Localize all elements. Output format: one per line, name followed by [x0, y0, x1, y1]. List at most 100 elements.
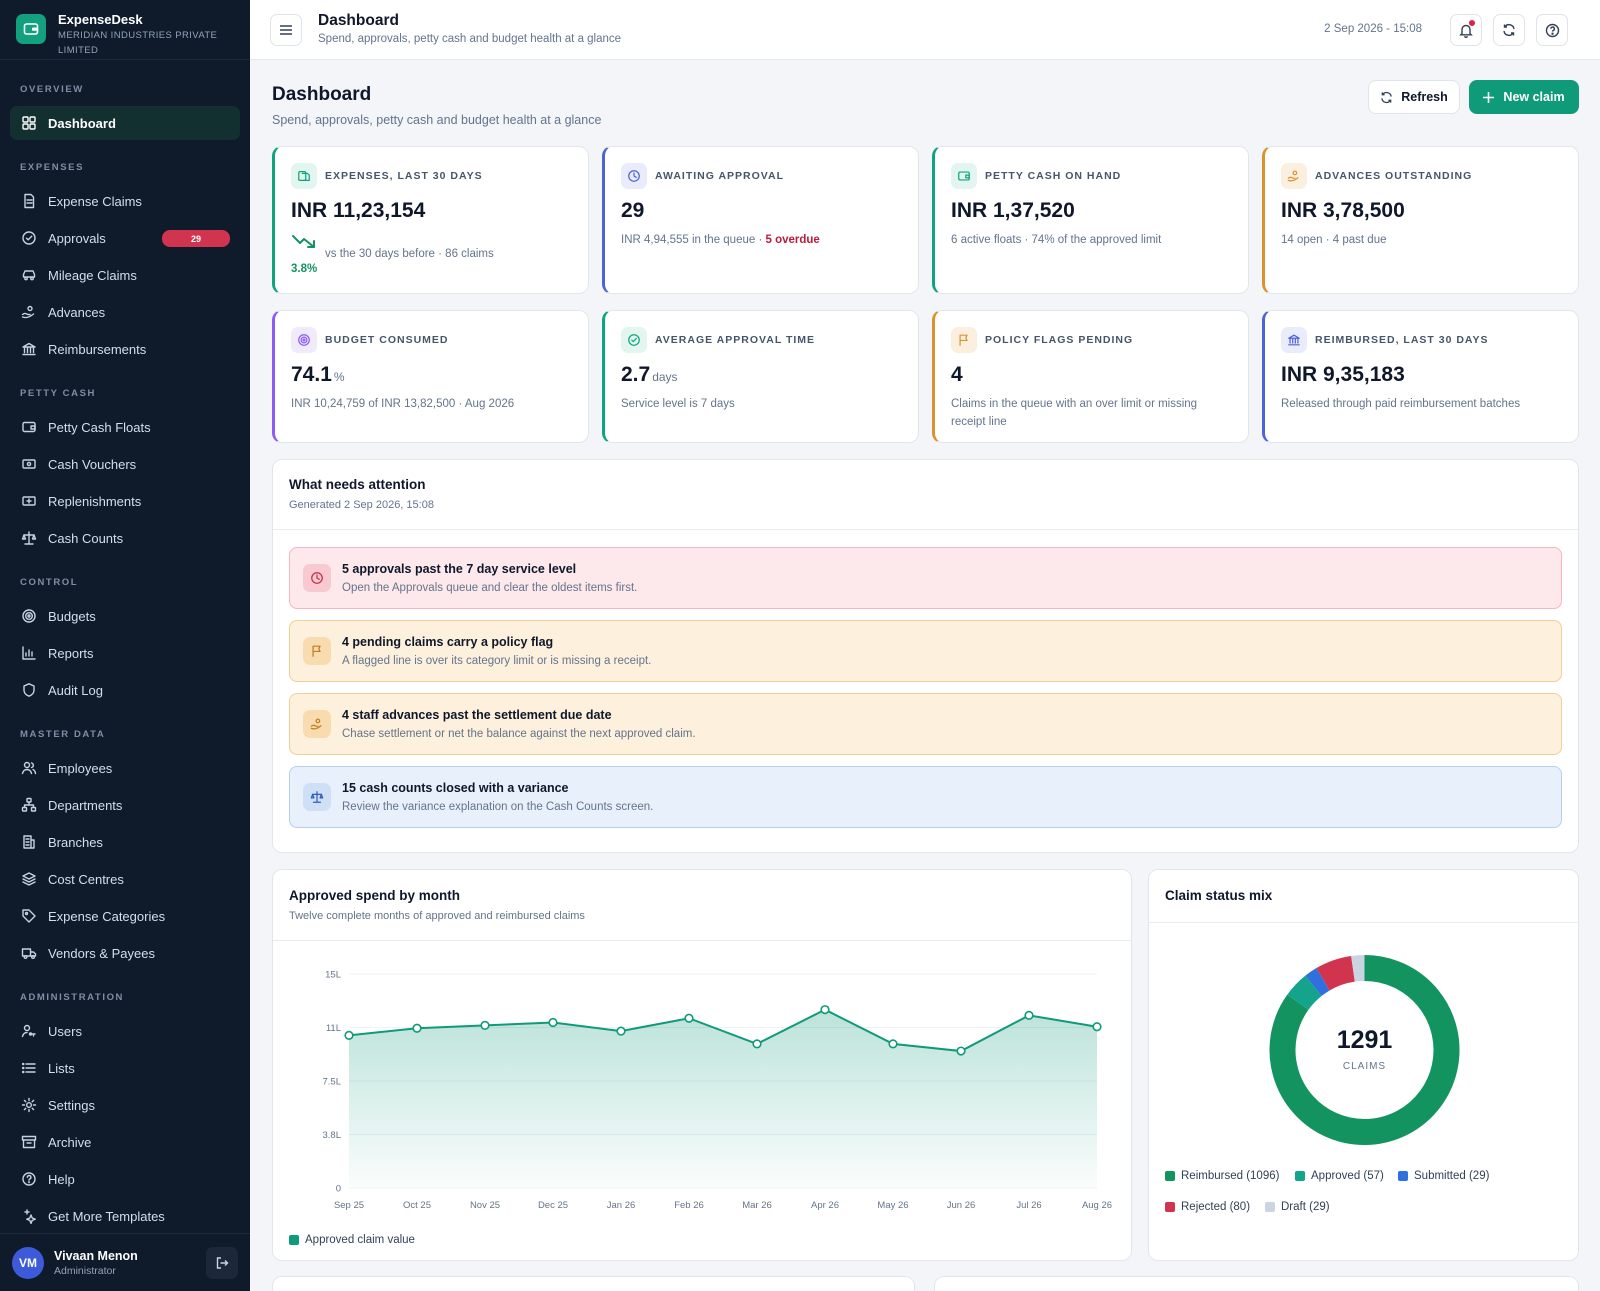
donut-slice	[1287, 975, 1322, 1011]
status-legend-item: Rejected (80)	[1165, 1201, 1250, 1213]
nav-section-label: CONTROL	[20, 577, 79, 588]
x-tick-label: Apr 26	[811, 1200, 839, 1211]
kpi-label: AWAITING APPROVAL	[655, 170, 785, 182]
sidebar-item-label: Replenishments	[48, 493, 142, 509]
y-tick-label: 3.8L	[323, 1130, 342, 1141]
sidebar-item-help[interactable]: Help	[10, 1162, 240, 1196]
sidebar-item-label: Audit Log	[48, 682, 103, 698]
kpi-sub-text: 14 open · 4 past due	[1281, 234, 1387, 246]
sidebar-item-mileage-claims[interactable]: Mileage Claims	[10, 258, 240, 292]
sidebar-item-users[interactable]: Users	[10, 1014, 240, 1048]
sidebar-item-employees[interactable]: Employees	[10, 751, 240, 785]
menu-icon[interactable]	[270, 14, 302, 46]
bell-icon[interactable]	[1450, 14, 1482, 46]
wallet-logo-icon	[16, 14, 46, 44]
sidebar-item-branches[interactable]: Branches	[10, 825, 240, 859]
sidebar-item-replenishments[interactable]: Replenishments	[10, 484, 240, 518]
sidebar-item-label: Advances	[48, 304, 106, 320]
attention-item[interactable]: 5 approvals past the 7 day service level…	[289, 547, 1562, 609]
data-point	[956, 1046, 966, 1056]
hand-coin-icon	[20, 303, 38, 321]
donut-total: 1291	[1336, 1026, 1393, 1054]
check-circle-icon	[20, 229, 38, 247]
nav-section-label: ADMINISTRATION	[20, 992, 125, 1003]
wallet-icon	[20, 418, 38, 436]
kpi-value-number: 29	[621, 199, 645, 222]
logout-icon[interactable]	[206, 1247, 238, 1279]
donut-slice	[1305, 968, 1330, 997]
car-icon	[20, 266, 38, 284]
x-tick-label: Mar 26	[742, 1200, 772, 1211]
kpi-card-average-approval-time[interactable]: AVERAGE APPROVAL TIME 2.7 days Service leve…	[602, 310, 919, 443]
new-claim-button[interactable]: New claim	[1469, 80, 1579, 114]
kpi-card-policy-flags-pending[interactable]: POLICY FLAGS PENDING 4 Claims in the queue…	[932, 310, 1249, 443]
sidebar-item-label: Users	[48, 1023, 82, 1039]
sidebar-item-departments[interactable]: Departments	[10, 788, 240, 822]
spend-chart: 0 3.8L 7.5L 11L 15L Sep 25 Oct 25 Nov 25 Dec 25 J…	[323, 970, 1113, 1212]
kpi-card-reimbursed-last-30-days[interactable]: REIMBURSED, LAST 30 DAYS INR 9,35,183 Rele…	[1262, 310, 1579, 443]
sidebar-item-settings[interactable]: Settings	[10, 1088, 240, 1122]
kpi-value: 29	[621, 199, 644, 223]
data-point	[344, 1030, 354, 1040]
org-chart-icon	[20, 796, 38, 814]
kpi-card-expenses-last-30-days[interactable]: EXPENSES, LAST 30 DAYS INR 11,23,154 vs th…	[272, 146, 589, 294]
sidebar-item-reports[interactable]: Reports	[10, 636, 240, 670]
user-profile[interactable]: VM Vivaan Menon Administrator	[0, 1233, 250, 1291]
kpi-subtext: Service level is 7 days	[621, 395, 891, 413]
status-legend-label: Rejected (80)	[1181, 1201, 1251, 1213]
sidebar-item-expense-categories[interactable]: Expense Categories	[10, 899, 240, 933]
sidebar-item-lists[interactable]: Lists	[10, 1051, 240, 1085]
attention-item-title: 4 pending claims carry a policy flag	[342, 635, 554, 649]
page-title: Dashboard	[272, 84, 372, 105]
sidebar-item-dashboard[interactable]: Dashboard	[10, 106, 240, 140]
sidebar-item-label: Archive	[48, 1134, 92, 1150]
flag-icon	[303, 637, 331, 665]
replenish-icon	[20, 492, 38, 510]
kpi-card-advances-outstanding[interactable]: ADVANCES OUTSTANDING INR 3,78,500 14 open …	[1262, 146, 1579, 294]
kpi-label: ADVANCES OUTSTANDING	[1315, 170, 1473, 182]
sync-icon[interactable]	[1493, 14, 1525, 46]
kpi-card-awaiting-approval[interactable]: AWAITING APPROVAL 29 INR 4,94,555 in the q…	[602, 146, 919, 294]
nav-section-label: PETTY CASH	[20, 388, 97, 399]
sidebar-item-cost-centres[interactable]: Cost Centres	[10, 862, 240, 896]
sidebar-item-vendors-payees[interactable]: Vendors & Payees	[10, 936, 240, 970]
refresh-button[interactable]: Refresh	[1368, 80, 1460, 114]
sidebar-item-approvals[interactable]: Approvals 29	[10, 221, 240, 255]
kpi-card-budget-consumed[interactable]: BUDGET CONSUMED 74.1% INR 10,24,759 of INR…	[272, 310, 589, 443]
sidebar-item-get-more-templates[interactable]: Get More Templates	[10, 1199, 240, 1233]
kpi-card-petty-cash-on-hand[interactable]: PETTY CASH ON HAND INR 1,37,520 6 active f…	[932, 146, 1249, 294]
sidebar-item-expense-claims[interactable]: Expense Claims	[10, 184, 240, 218]
legend-swatch	[1295, 1171, 1305, 1181]
sidebar-item-archive[interactable]: Archive	[10, 1125, 240, 1159]
attention-item-title: 5 approvals past the 7 day service level	[342, 562, 577, 576]
sidebar-item-audit-log[interactable]: Audit Log	[10, 673, 240, 707]
data-point	[1024, 1010, 1034, 1020]
help-icon[interactable]	[1536, 14, 1568, 46]
data-point	[1092, 1022, 1102, 1032]
topbar-subtitle: Spend, approvals, petty cash and budget …	[318, 33, 622, 45]
kpi-subtext: 6 active floats · 74% of the approved li…	[951, 231, 1221, 249]
attention-item[interactable]: 4 pending claims carry a policy flag A fl…	[289, 620, 1562, 682]
sidebar-item-advances[interactable]: Advances	[10, 295, 240, 329]
sidebar-item-reimbursements[interactable]: Reimbursements	[10, 332, 240, 366]
sidebar-item-cash-counts[interactable]: Cash Counts	[10, 521, 240, 555]
kpi-subtext: INR 4,94,555 in the queue · 5 overdue	[621, 231, 891, 249]
status-legend-item: Draft (29)	[1265, 1201, 1330, 1213]
sidebar-item-budgets[interactable]: Budgets	[10, 599, 240, 633]
new-claim-label: New claim	[1503, 90, 1565, 104]
y-tick-label: 15L	[325, 970, 341, 981]
attention-item[interactable]: 4 staff advances past the settlement due…	[289, 693, 1562, 755]
sidebar-item-cash-vouchers[interactable]: Cash Vouchers	[10, 447, 240, 481]
receipt-icon	[291, 163, 317, 189]
area-fill	[349, 1009, 1097, 1188]
refresh-label: Refresh	[1401, 90, 1448, 104]
avatar: VM	[12, 1246, 44, 1279]
scale-icon	[20, 529, 38, 547]
hand-coin-icon	[1281, 163, 1307, 189]
attention-item[interactable]: 15 cash counts closed with a variance Rev…	[289, 766, 1562, 828]
truck-icon	[20, 944, 38, 962]
bank-icon	[20, 340, 38, 358]
y-tick-label: 0	[336, 1184, 341, 1195]
sidebar-item-petty-cash-floats[interactable]: Petty Cash Floats	[10, 410, 240, 444]
kpi-sub-text: vs the 30 days before · 86 claims	[325, 248, 494, 260]
